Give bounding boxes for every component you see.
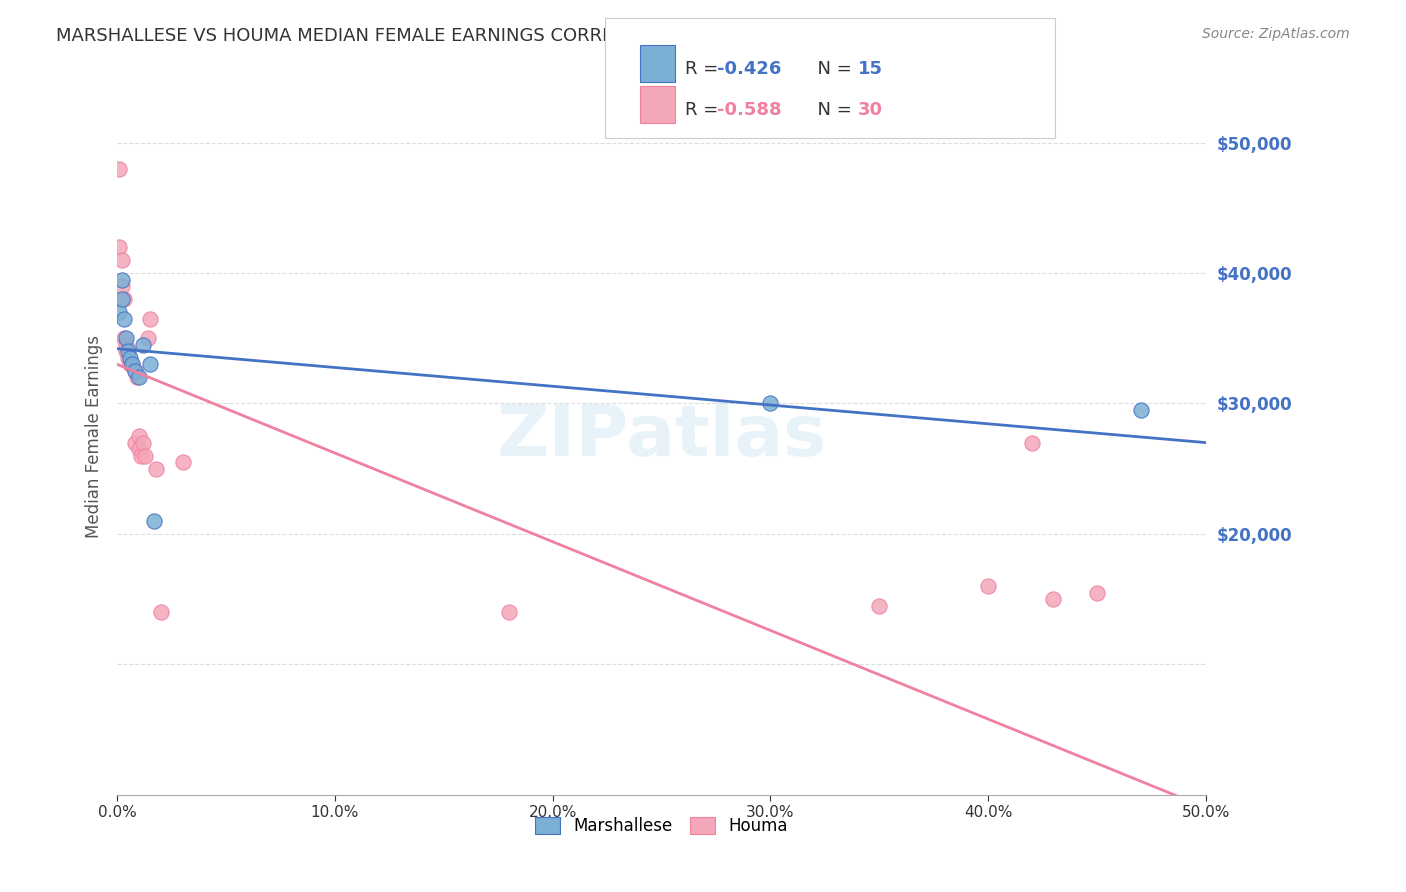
Point (868, 599, 890, 613)
Point (149, 605, 172, 619)
Point (134, 449, 156, 463)
Point (132, 435, 155, 450)
Text: MARSHALLESE VS HOUMA MEDIAN FEMALE EARNINGS CORRELATION CHART: MARSHALLESE VS HOUMA MEDIAN FEMALE EARNI… (56, 27, 745, 45)
Point (110, 272, 132, 286)
Text: -0.426: -0.426 (717, 60, 782, 78)
Text: 30: 30 (858, 101, 883, 119)
Point (124, 364, 146, 378)
Point (112, 292, 135, 306)
Point (129, 449, 152, 463)
Point (121, 357, 143, 371)
Point (125, 370, 148, 384)
Point (136, 331, 159, 345)
Point (128, 442, 150, 456)
Point (108, 161, 131, 176)
Point (110, 279, 132, 293)
Point (124, 435, 146, 450)
Point (1042, 592, 1064, 607)
Text: R =: R = (685, 60, 724, 78)
Y-axis label: Median Female Earnings: Median Female Earnings (86, 334, 103, 538)
Point (115, 331, 138, 345)
Point (759, 396, 782, 410)
Point (112, 331, 135, 345)
Point (115, 344, 138, 359)
Text: N =: N = (806, 60, 858, 78)
Legend: Marshallese, Houma: Marshallese, Houma (527, 809, 796, 844)
Point (120, 357, 142, 371)
Point (112, 311, 135, 326)
Point (1085, 585, 1108, 599)
Point (117, 351, 139, 365)
Point (121, 357, 143, 371)
Point (124, 364, 146, 378)
Text: -0.588: -0.588 (717, 101, 782, 119)
Point (132, 338, 155, 352)
Point (108, 240, 131, 254)
Point (115, 338, 138, 352)
Point (498, 605, 520, 619)
Point (128, 429, 150, 443)
Point (120, 351, 142, 365)
Point (143, 514, 166, 528)
Point (110, 252, 132, 267)
Text: Source: ZipAtlas.com: Source: ZipAtlas.com (1202, 27, 1350, 41)
Text: R =: R = (685, 101, 724, 119)
Point (108, 305, 131, 319)
Point (139, 311, 162, 326)
Point (128, 370, 150, 384)
Point (139, 357, 162, 371)
Text: N =: N = (806, 101, 858, 119)
Point (145, 461, 167, 475)
Point (110, 292, 132, 306)
Point (1129, 403, 1152, 417)
Point (977, 579, 1000, 593)
Point (172, 455, 194, 469)
Text: ZIPatlas: ZIPatlas (496, 401, 827, 471)
Point (117, 344, 139, 359)
Point (1021, 435, 1043, 450)
Text: 15: 15 (858, 60, 883, 78)
